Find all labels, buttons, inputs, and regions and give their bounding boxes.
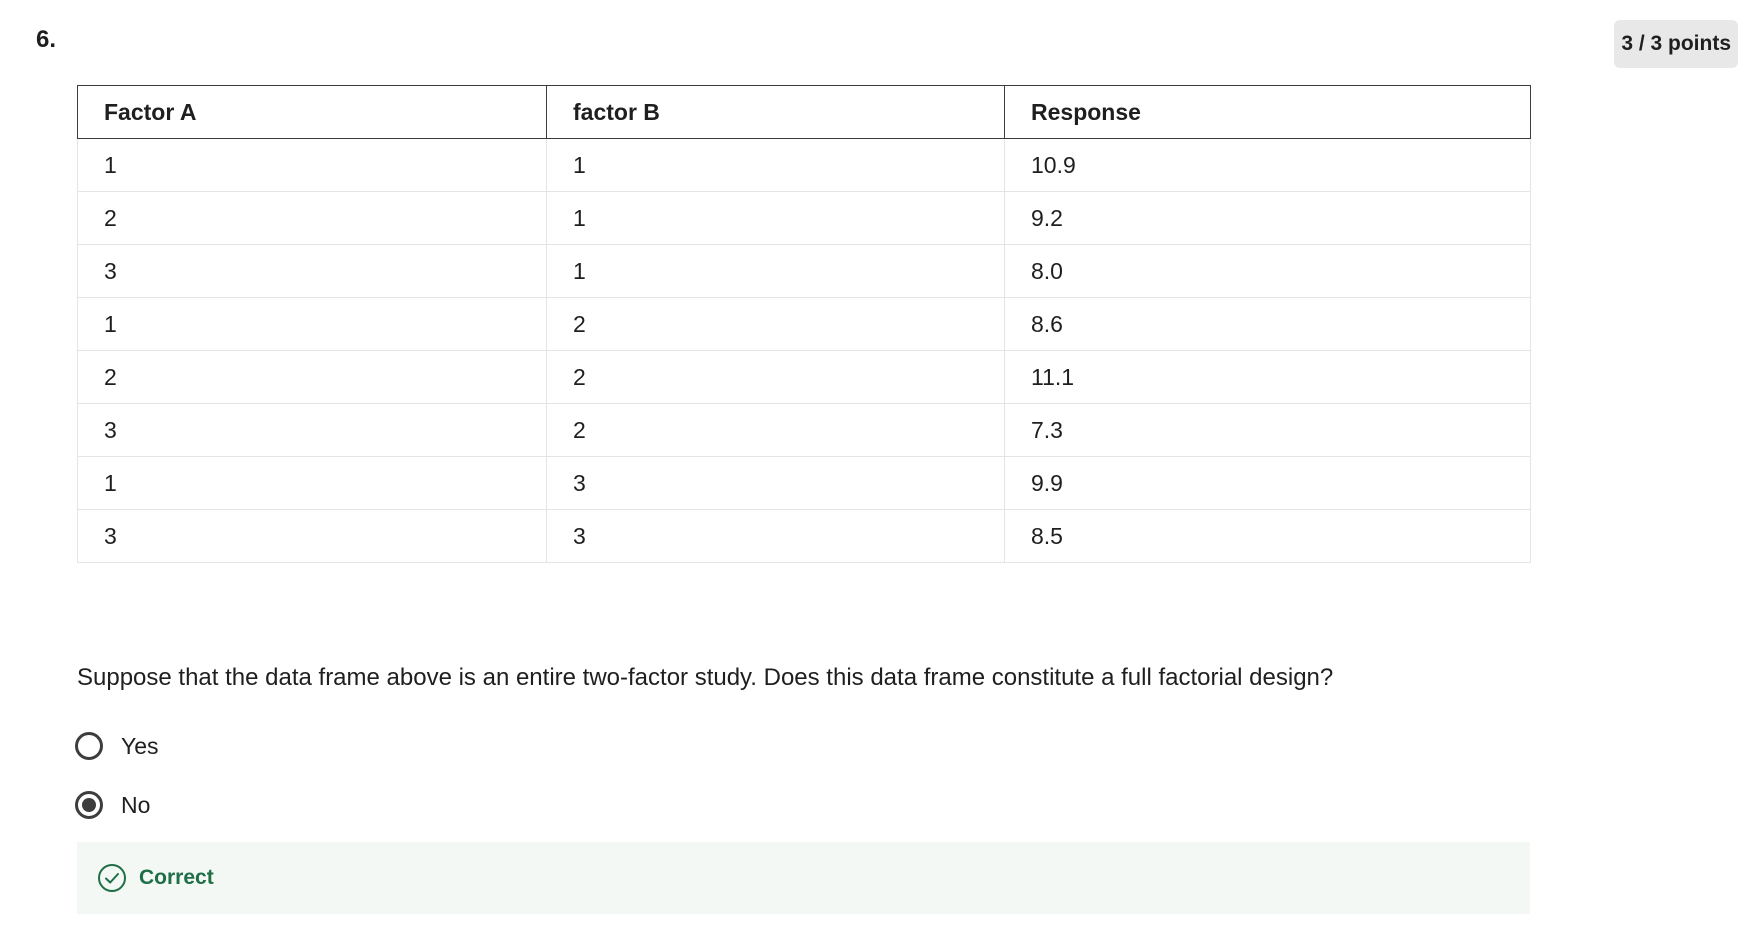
option-yes[interactable]: Yes — [75, 729, 159, 763]
radio-button-yes[interactable] — [75, 732, 103, 760]
table-cell: 3 — [546, 509, 1005, 563]
table-cell: 3 — [77, 403, 547, 457]
table-cell: 2 — [77, 191, 547, 245]
table-cell: 9.9 — [1004, 456, 1531, 510]
table-cell: 2 — [77, 350, 547, 404]
table-row: 3 3 8.5 — [77, 509, 1531, 563]
points-badge: 3 / 3 points — [1614, 20, 1738, 68]
table-cell: 11.1 — [1004, 350, 1531, 404]
option-no[interactable]: No — [75, 788, 150, 822]
table-cell: 3 — [77, 244, 547, 298]
table-cell: 3 — [77, 509, 547, 563]
table-cell: 8.0 — [1004, 244, 1531, 298]
table-row: 1 2 8.6 — [77, 297, 1531, 351]
question-number: 6. — [36, 26, 57, 53]
table-cell: 2 — [546, 297, 1005, 351]
data-table: Factor A factor B Response 1 1 10.9 2 1 … — [77, 85, 1531, 563]
table-row: 2 1 9.2 — [77, 191, 1531, 245]
check-circle-icon — [98, 864, 126, 892]
table-cell: 1 — [77, 297, 547, 351]
column-header: Factor A — [77, 85, 547, 139]
feedback-banner: Correct — [77, 842, 1530, 914]
table-cell: 9.2 — [1004, 191, 1531, 245]
table-cell: 8.6 — [1004, 297, 1531, 351]
question-text: Suppose that the data frame above is an … — [77, 664, 1334, 691]
column-header: Response — [1004, 85, 1531, 139]
table-cell: 8.5 — [1004, 509, 1531, 563]
table-cell: 1 — [546, 138, 1005, 192]
table-row: 1 3 9.9 — [77, 456, 1531, 510]
table-cell: 7.3 — [1004, 403, 1531, 457]
table-cell: 1 — [77, 138, 547, 192]
table-cell: 1 — [77, 456, 547, 510]
table-cell: 3 — [546, 456, 1005, 510]
table-cell: 10.9 — [1004, 138, 1531, 192]
option-label-no[interactable]: No — [121, 791, 151, 818]
table-cell: 2 — [546, 350, 1005, 404]
table-row: 3 1 8.0 — [77, 244, 1531, 298]
table-row: 2 2 11.1 — [77, 350, 1531, 404]
table-cell: 2 — [546, 403, 1005, 457]
table-cell: 1 — [546, 244, 1005, 298]
radio-button-no[interactable] — [75, 791, 103, 819]
option-label-yes[interactable]: Yes — [121, 732, 159, 759]
column-header: factor B — [546, 85, 1005, 139]
feedback-label: Correct — [139, 866, 214, 889]
table-header-row: Factor A factor B Response — [77, 85, 1531, 139]
table-row: 1 1 10.9 — [77, 138, 1531, 192]
table-cell: 1 — [546, 191, 1005, 245]
table-row: 3 2 7.3 — [77, 403, 1531, 457]
